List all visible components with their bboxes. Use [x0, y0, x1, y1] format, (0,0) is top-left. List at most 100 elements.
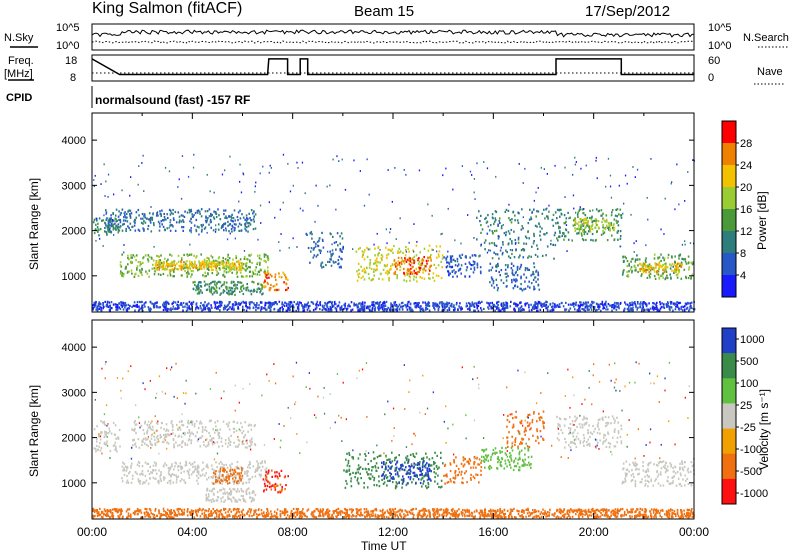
data-cell [574, 308, 576, 311]
data-cell [636, 258, 639, 261]
data-cell [468, 301, 470, 305]
data-cell [469, 308, 471, 312]
data-cell [165, 429, 167, 432]
data-cell [525, 242, 528, 245]
data-cell [188, 422, 190, 425]
data-cell [165, 435, 168, 438]
data-cell [519, 254, 521, 257]
data-cell [167, 302, 170, 305]
data-cell [122, 301, 124, 304]
data-cell [268, 304, 270, 307]
data-cell [99, 237, 101, 240]
data-cell [219, 281, 222, 284]
data-cell [173, 270, 175, 273]
data-cell [103, 305, 105, 308]
data-cell [173, 218, 175, 221]
data-cell [440, 260, 442, 263]
data-cell [408, 269, 411, 272]
data-cell [190, 275, 192, 278]
data-cell [584, 306, 587, 309]
data-cell [374, 269, 377, 272]
data-cell [123, 216, 125, 219]
data-cell [385, 300, 388, 303]
data-cell [236, 267, 238, 270]
data-cell [233, 468, 236, 471]
data-cell [407, 461, 409, 465]
data-cell [128, 306, 130, 310]
data-cell [104, 226, 106, 230]
data-cell [250, 219, 252, 222]
data-cell [403, 169, 405, 171]
data-cell [221, 225, 223, 228]
data-cell [586, 216, 589, 219]
data-cell [231, 468, 234, 471]
data-cell [242, 300, 244, 303]
data-cell [383, 264, 386, 267]
data-cell [134, 221, 136, 224]
data-cell [222, 224, 224, 227]
data-cell [224, 258, 227, 261]
data-cell [657, 268, 660, 271]
data-cell [416, 467, 419, 470]
data-cell [102, 421, 104, 424]
data-cell [205, 445, 207, 448]
data-cell [287, 308, 289, 311]
data-cell [268, 171, 270, 174]
data-cell [560, 208, 562, 211]
data-cell [197, 482, 199, 485]
data-cell [622, 212, 624, 215]
data-cell [221, 266, 224, 269]
data-cell [533, 240, 535, 243]
data-cell [133, 304, 136, 308]
data-cell [159, 475, 161, 478]
data-cell [626, 260, 629, 263]
data-cell [208, 283, 211, 286]
data-cell [211, 477, 214, 480]
data-cell [681, 257, 683, 260]
data-cell [117, 437, 119, 440]
data-cell [578, 305, 580, 308]
data-cell [390, 268, 392, 271]
data-cell [154, 444, 157, 447]
data-cell [146, 432, 148, 435]
data-cell [656, 272, 658, 276]
data-cell [149, 477, 151, 480]
data-cell [136, 300, 139, 304]
data-cell [104, 443, 107, 446]
data-cell [195, 303, 197, 306]
data-cell [191, 273, 193, 276]
data-cell [263, 253, 266, 256]
data-cell [492, 279, 495, 283]
data-cell [333, 241, 336, 244]
data-cell [171, 473, 174, 476]
data-cell [303, 309, 306, 312]
data-cell [239, 163, 241, 166]
data-cell [485, 221, 488, 224]
data-cell [533, 232, 535, 235]
data-cell [663, 259, 665, 262]
data-cell [393, 259, 396, 262]
data-cell [251, 270, 254, 273]
data-cell [487, 225, 489, 228]
data-cell [551, 218, 554, 221]
data-cell [578, 306, 581, 309]
data-cell [607, 222, 610, 225]
data-cell [454, 260, 456, 263]
data-cell [289, 303, 292, 306]
data-cell [214, 477, 217, 480]
data-cell [671, 269, 673, 272]
data-cell [240, 489, 243, 492]
data-cell [386, 257, 388, 260]
data-cell [423, 268, 425, 271]
colorbar-swatch [722, 253, 736, 276]
data-cell [473, 237, 475, 239]
data-cell [243, 268, 246, 271]
data-cell [248, 481, 250, 484]
data-cell [249, 496, 251, 499]
data-cell [115, 445, 117, 448]
data-cell [264, 304, 266, 307]
data-cell [671, 262, 674, 265]
data-cell [388, 276, 390, 280]
data-cell [310, 230, 313, 234]
data-cell [236, 271, 238, 274]
